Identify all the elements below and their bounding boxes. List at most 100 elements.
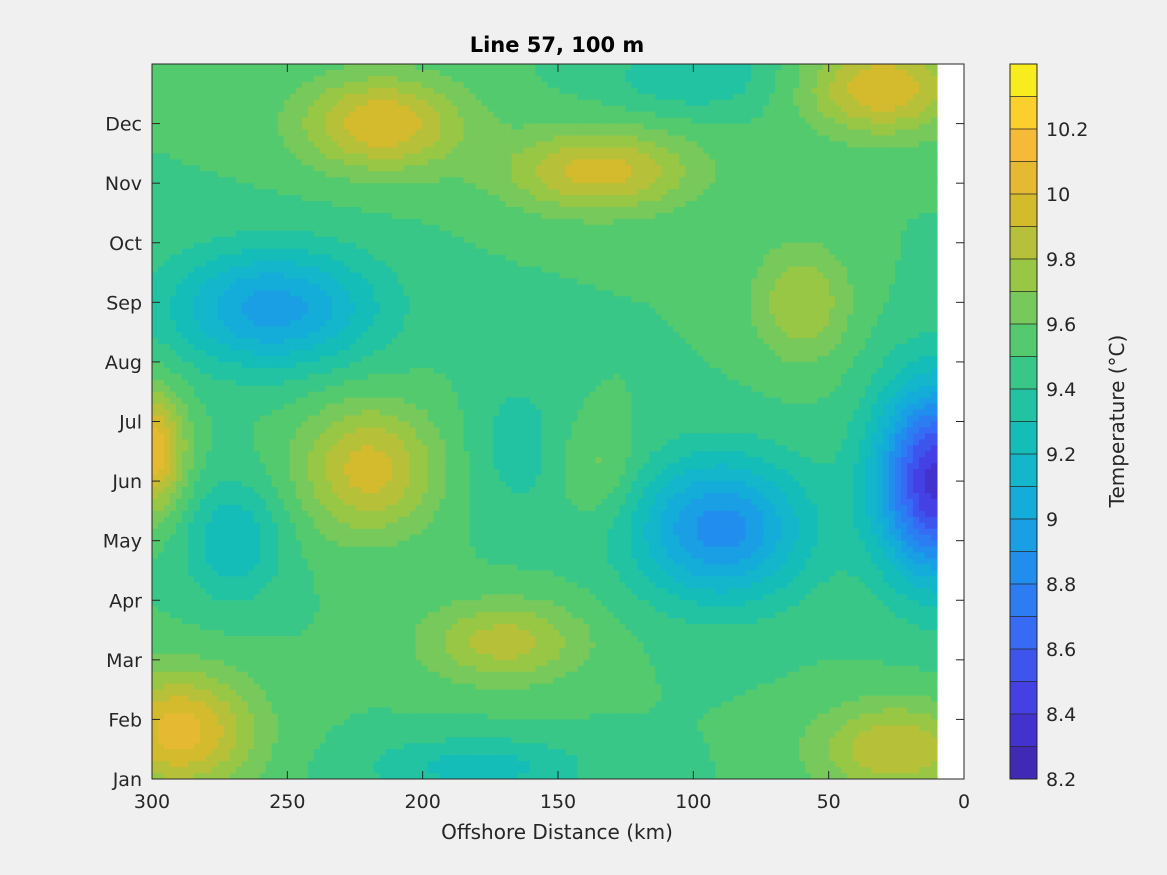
contour-cell	[685, 189, 692, 196]
contour-cell	[349, 177, 357, 184]
contour-cell	[667, 242, 674, 250]
contour-cell	[559, 93, 567, 101]
contour-cell	[757, 135, 764, 143]
contour-cell	[912, 81, 920, 89]
contour-cell	[475, 177, 483, 184]
contour-cell	[900, 64, 908, 71]
contour-cell	[751, 123, 758, 131]
contour-cell	[499, 183, 507, 190]
contour-cell	[223, 135, 231, 143]
contour-cell	[823, 93, 830, 101]
contour-cell	[205, 105, 213, 113]
contour-cell	[871, 201, 878, 208]
contour-cell	[229, 99, 237, 107]
contour-cell	[451, 278, 459, 286]
contour-cell	[601, 248, 608, 256]
contour-cell	[403, 87, 411, 95]
contour-cell	[535, 141, 543, 149]
contour-cell	[481, 189, 489, 196]
contour-cell	[655, 224, 662, 232]
contour-cell	[793, 135, 800, 143]
contour-cell	[673, 117, 680, 125]
contour-cell	[175, 159, 183, 166]
contour-cell	[445, 153, 453, 160]
contour-cell	[817, 159, 824, 166]
contour-cell	[924, 171, 932, 178]
contour-cell	[439, 201, 447, 208]
contour-cell	[271, 123, 279, 131]
contour-cell	[409, 248, 417, 256]
contour-cell	[289, 272, 297, 280]
contour-cell	[811, 129, 818, 137]
contour-cell	[529, 64, 537, 71]
contour-cell	[331, 93, 339, 101]
contour-cell	[823, 195, 830, 202]
contour-cell	[169, 123, 177, 131]
contour-cell	[289, 69, 297, 77]
contour-cell	[295, 159, 303, 166]
contour-cell	[529, 230, 537, 238]
contour-cell	[283, 266, 291, 274]
contour-cell	[853, 93, 860, 101]
contour-cell	[469, 147, 477, 154]
contour-cell	[301, 117, 309, 125]
contour-cell	[421, 111, 429, 119]
contour-cell	[715, 135, 722, 143]
contour-cell	[355, 189, 363, 196]
contour-cell	[319, 93, 327, 101]
contour-cell	[505, 218, 513, 226]
contour-cell	[709, 254, 716, 262]
contour-cell	[199, 69, 207, 77]
contour-cell	[505, 165, 513, 172]
contour-cell	[757, 129, 764, 137]
contour-cell	[289, 212, 297, 220]
contour-cell	[481, 153, 489, 160]
contour-cell	[799, 177, 806, 184]
contour-cell	[709, 230, 716, 238]
contour-cell	[865, 135, 872, 143]
contour-cell	[871, 105, 878, 113]
contour-cell	[817, 266, 824, 274]
contour-cell	[781, 153, 788, 160]
contour-cell	[595, 99, 602, 107]
contour-cell	[631, 278, 638, 286]
contour-cell	[319, 99, 327, 107]
contour-cell	[930, 266, 938, 274]
contour-cell	[391, 260, 399, 268]
contour-cell	[553, 123, 561, 131]
contour-cell	[217, 177, 225, 184]
contour-cell	[733, 165, 740, 172]
contour-cell	[757, 64, 764, 71]
contour-cell	[769, 278, 776, 286]
contour-cell	[199, 64, 207, 71]
contour-cell	[355, 183, 363, 190]
contour-cell	[853, 135, 860, 143]
contour-cell	[331, 117, 339, 125]
contour-cell	[439, 248, 447, 256]
contour-cell	[787, 75, 794, 83]
contour-cell	[685, 218, 692, 226]
contour-cell	[912, 284, 920, 292]
contour-cell	[295, 230, 303, 238]
contour-cell	[511, 99, 519, 107]
contour-cell	[541, 75, 549, 83]
contour-cell	[337, 99, 345, 107]
contour-cell	[667, 248, 674, 256]
contour-cell	[463, 248, 471, 256]
contour-cell	[367, 81, 375, 89]
contour-cell	[703, 129, 710, 137]
contour-cell	[841, 248, 848, 256]
contour-cell	[325, 75, 333, 83]
contour-cell	[637, 69, 644, 77]
contour-cell	[721, 177, 728, 184]
contour-cell	[457, 260, 465, 268]
contour-cell	[211, 284, 219, 292]
contour-cell	[445, 177, 453, 184]
contour-cell	[331, 87, 339, 95]
contour-cell	[906, 254, 914, 262]
contour-cell	[283, 278, 291, 286]
contour-cell	[259, 105, 267, 113]
contour-cell	[912, 171, 920, 178]
contour-cell	[421, 129, 429, 137]
contour-cell	[181, 290, 189, 297]
